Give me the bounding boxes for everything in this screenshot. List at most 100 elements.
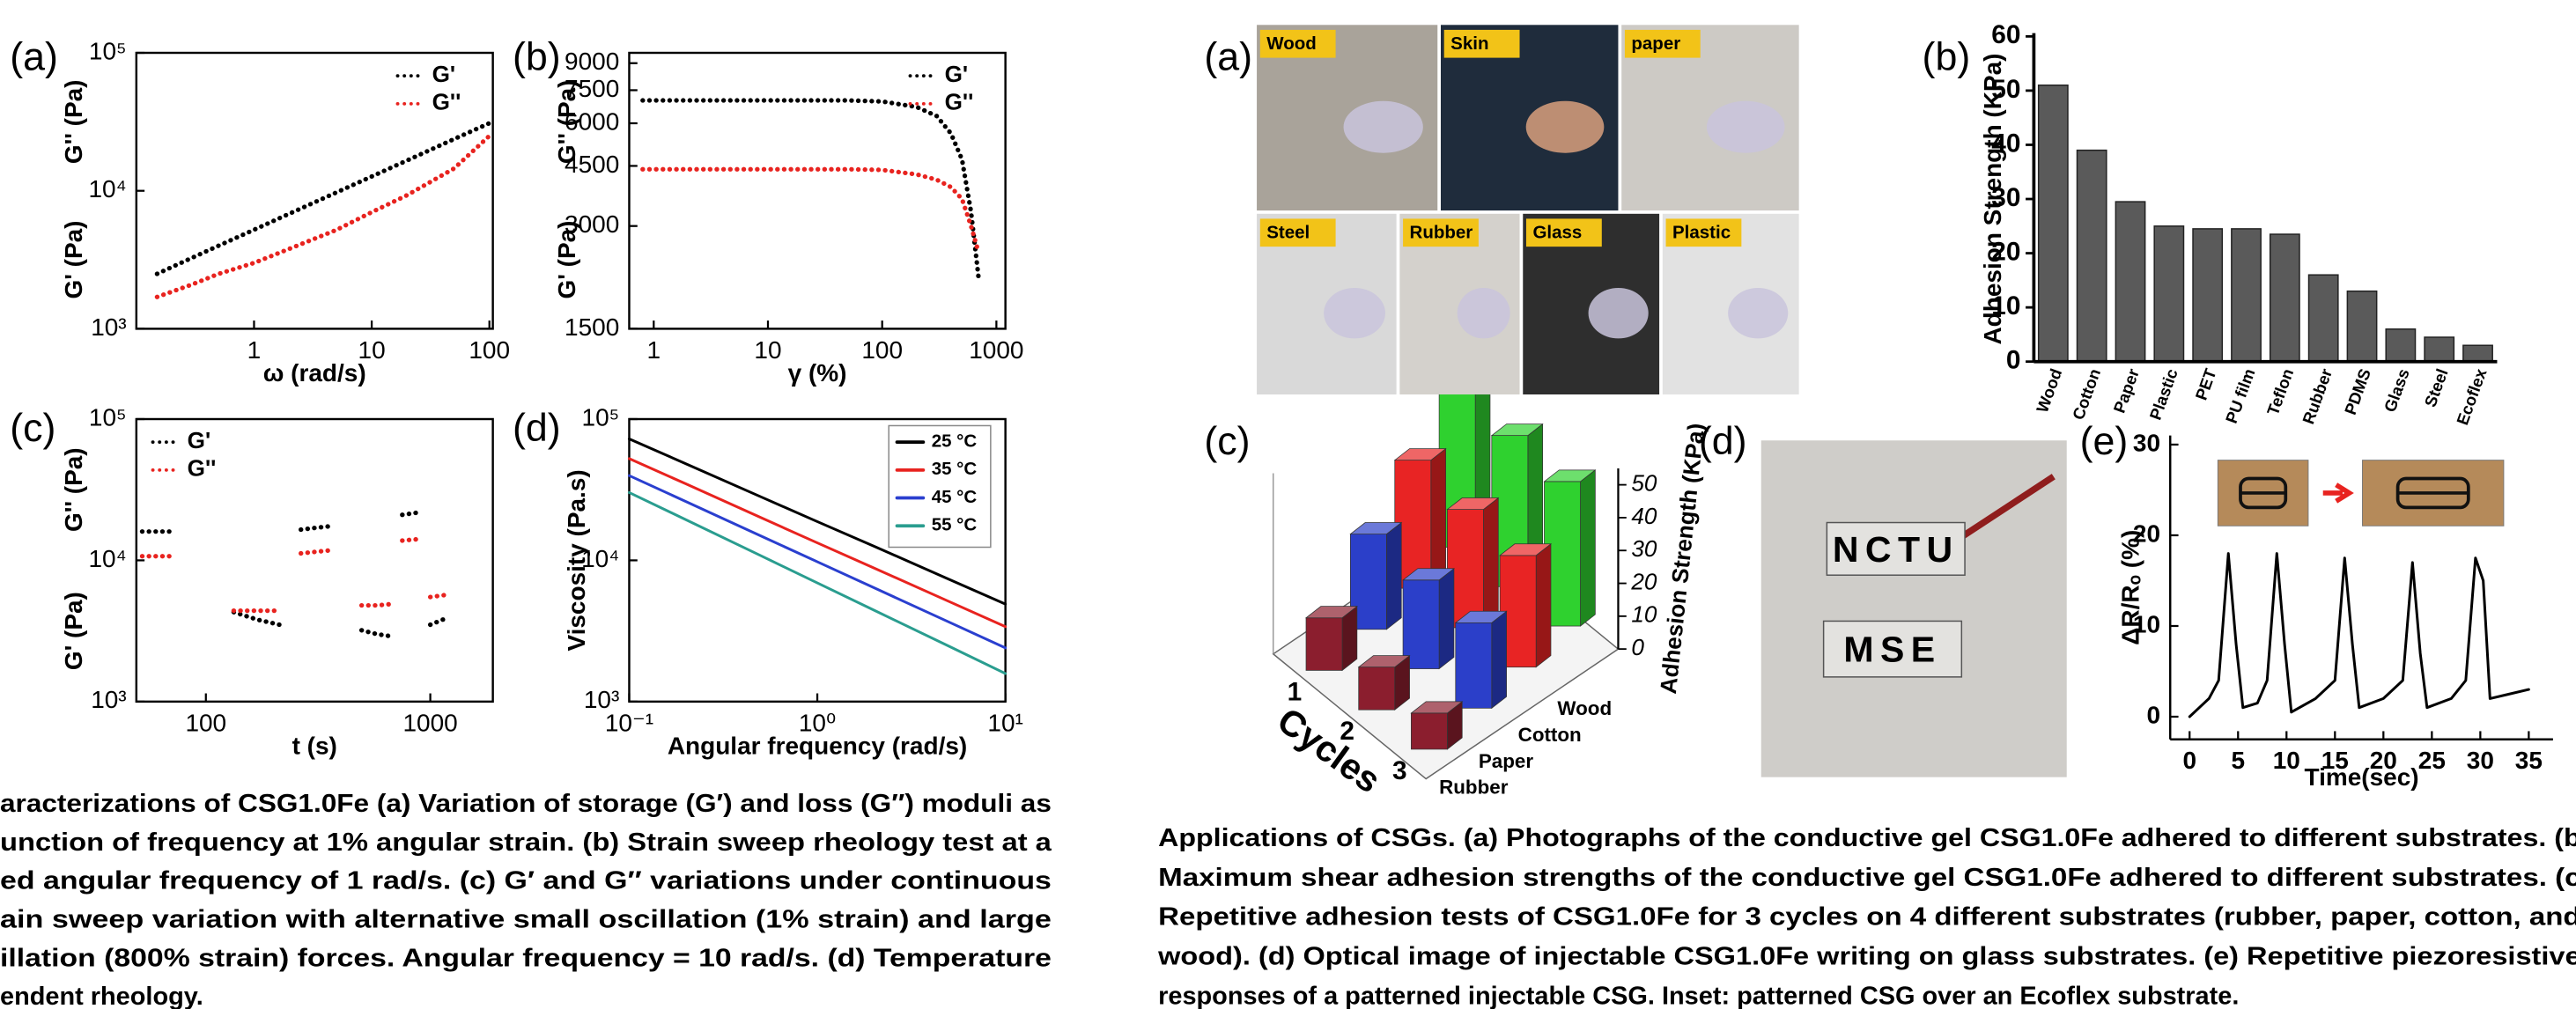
x-axis-label: γ (%) (788, 359, 847, 387)
y-tick-label: 60 (1991, 20, 2020, 49)
y-axis-label: ΔR/Rₒ (%) (2117, 530, 2144, 645)
panel-label: (a) (10, 34, 58, 78)
legend-label: G'' (188, 455, 217, 482)
bar (2309, 275, 2338, 361)
y-axis-label: Adhesion Strength (KPa) (1979, 54, 2006, 345)
bar-3d (1395, 449, 1446, 589)
bar (2386, 329, 2415, 362)
caption-line: responses of a patterned injectable CSG.… (1158, 982, 2239, 1009)
photo-glove (1344, 101, 1423, 153)
y-axis-label: G'' (Pa) (553, 80, 580, 165)
bar-3d (1411, 702, 1462, 749)
x-tick-label: 10 (754, 336, 781, 364)
photo-label: Skin (1450, 33, 1488, 54)
written-text: MSE (1843, 630, 1941, 670)
z-tick-label: 0 (1631, 634, 1644, 660)
bar (2425, 337, 2454, 362)
x-tick-label: 10 (2273, 747, 2300, 774)
bar-front (1456, 622, 1492, 708)
photo-label: Wood (1266, 33, 1317, 54)
bar (2232, 229, 2261, 362)
bar-3d (1447, 498, 1498, 628)
caption-line: Repetitive adhesion tests of CSG1.0Fe fo… (1158, 903, 2576, 932)
substrate-label: Rubber (1439, 777, 1509, 799)
z-tick-label: 40 (1631, 503, 1657, 529)
y-axis-label: G' (Pa) (60, 221, 87, 299)
bar-side (1483, 498, 1498, 628)
bar-side (1536, 544, 1551, 667)
x-tick-label: 1000 (969, 336, 1023, 364)
x-axis-label: ω (rad/s) (263, 359, 366, 387)
legend-label: G'' (432, 89, 461, 115)
panel-label: (c) (1204, 419, 1250, 463)
panel-label: (b) (513, 34, 561, 78)
x-axis-label: t (s) (292, 732, 337, 759)
z-tick-label: 50 (1631, 470, 1657, 497)
x-tick-label: 100 (469, 336, 510, 364)
y-tick-label: 10⁵ (582, 403, 620, 431)
panel-label: (a) (1204, 34, 1252, 78)
bar-3d (1500, 544, 1551, 667)
legend-label: G'' (945, 89, 974, 115)
caption-line: ain sweep variation with alternative sma… (0, 906, 1052, 934)
y-tick-label: 10⁵ (89, 403, 127, 431)
bar (2039, 85, 2068, 362)
y-axis-label: G'' (Pa) (60, 80, 87, 165)
bar-front (1411, 713, 1447, 749)
photo-glove (1728, 288, 1788, 338)
x-tick-label: 1 (247, 336, 262, 364)
photo-glove (1526, 101, 1605, 153)
x-tick-label: 10¹ (987, 709, 1022, 736)
bar (2347, 291, 2376, 362)
bar (2463, 345, 2492, 361)
bar-side (1386, 523, 1401, 630)
x-tick-label: 25 (2418, 747, 2446, 774)
bar (2270, 234, 2299, 362)
bar (2193, 229, 2222, 362)
legend-label: 45 °C (932, 487, 978, 507)
y-tick-label: 10⁴ (88, 175, 126, 203)
y-tick-label: 30 (2133, 429, 2160, 456)
x-tick-label: 35 (2515, 747, 2543, 774)
photo-label: Steel (1266, 223, 1310, 243)
y-axis-label: Viscosity (Pa.s) (563, 469, 590, 651)
caption-line: Maximum shear adhesion strengths of the … (1158, 864, 2576, 892)
y-tick-label: 9000 (565, 48, 619, 75)
z-tick-label: 30 (1631, 535, 1657, 562)
bar-side (1492, 611, 1507, 708)
x-axis-label: Angular frequency (rad/s) (668, 732, 967, 759)
figure: (a)11010010³10⁴10⁵ω (rad/s)G'' (Pa)G' (P… (0, 0, 2576, 1009)
x-tick-label: 100 (185, 709, 226, 736)
panel-label: (e) (2080, 419, 2129, 463)
x-tick-label: 100 (861, 336, 903, 364)
page-body: {"chart_data": [ {"panel": "(a)", "type"… (0, 0, 2576, 1009)
photo-label: Plastic (1672, 223, 1731, 243)
caption-line: Applications of CSGs. (a) Photographs of… (1158, 824, 2576, 852)
caption-line: endent rheology. (0, 983, 203, 1009)
z-tick-label: 10 (1631, 601, 1657, 628)
y-axis-label: G' (Pa) (60, 592, 87, 670)
legend-label: 25 °C (932, 431, 978, 452)
photo-glove (1324, 288, 1385, 338)
bar-side (1431, 449, 1446, 589)
y-tick-label: 1500 (565, 313, 619, 341)
caption-line: unction of frequency at 1% angular strai… (0, 829, 1052, 857)
caption-line: wood). (d) Optical image of injectable C… (1157, 943, 2576, 971)
substrate-label: Cotton (1518, 724, 1582, 746)
cycle-tick-label: 3 (1392, 756, 1407, 785)
y-tick-label: 10³ (584, 686, 619, 713)
legend-label: G' (432, 61, 456, 87)
y-tick-label: 0 (2146, 701, 2160, 728)
x-tick-label: 1 (647, 336, 661, 364)
bar-front (1306, 618, 1342, 671)
bar-side (1439, 569, 1454, 669)
photo-label: Glass (1532, 223, 1582, 243)
bar-3d (1403, 569, 1454, 669)
y-tick-label: 10³ (91, 686, 126, 713)
panel-label: (d) (513, 406, 561, 450)
panel-label: (d) (1699, 419, 1747, 463)
written-text: NCTU (1833, 529, 1960, 570)
x-tick-label: 1000 (402, 709, 457, 736)
z-tick-label: 20 (1630, 568, 1657, 594)
legend-label: G' (945, 61, 969, 87)
